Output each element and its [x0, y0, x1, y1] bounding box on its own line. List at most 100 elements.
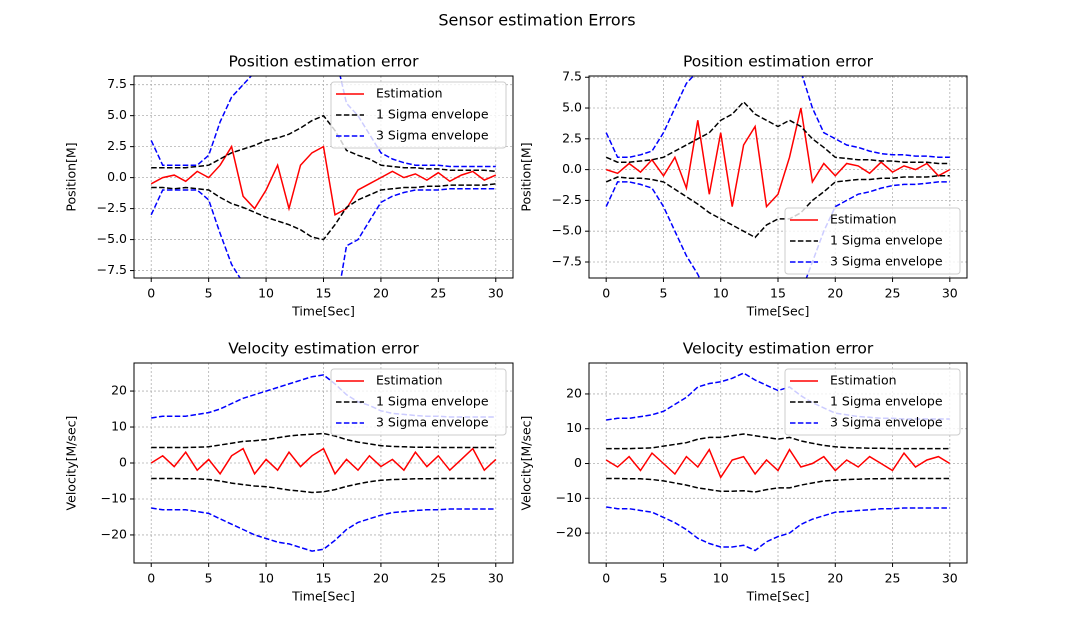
x-tick-label: 0 — [602, 571, 610, 586]
y-tick-label: −2.5 — [97, 200, 127, 215]
x-tick-label: 25 — [885, 286, 901, 301]
series-line — [151, 507, 496, 552]
y-tick-label: −5.0 — [552, 223, 582, 238]
axes-frame — [133, 362, 514, 564]
x-axis-label: Time[Sec] — [746, 304, 810, 319]
y-tick-label: −20 — [556, 525, 582, 540]
series-line — [150, 447, 497, 476]
x-tick-label: 5 — [659, 571, 667, 586]
legend-label: Estimation — [376, 373, 443, 388]
legend-label: 3 Sigma envelope — [830, 415, 943, 430]
axes-frame — [133, 75, 514, 279]
legend-label: 3 Sigma envelope — [376, 415, 489, 430]
legend-box — [784, 368, 961, 436]
series-line — [151, 432, 496, 449]
legend-label: Estimation — [376, 86, 443, 101]
x-tick-label: 15 — [770, 286, 786, 301]
x-tick-label: 20 — [827, 286, 843, 301]
x-tick-label: 25 — [885, 571, 901, 586]
series-line — [606, 506, 950, 552]
x-tick-label: 20 — [827, 571, 843, 586]
y-tick-label: 7.5 — [562, 69, 582, 84]
chart-title: Velocity estimation error — [683, 340, 874, 358]
series-line — [605, 100, 950, 165]
legend-label: 1 Sigma envelope — [376, 107, 489, 122]
x-axis-label: Time[Sec] — [291, 304, 355, 319]
legend-label: 1 Sigma envelope — [830, 394, 943, 409]
x-tick-label: 0 — [147, 286, 155, 301]
y-tick-label: 20 — [111, 383, 127, 398]
series-line — [606, 477, 950, 493]
y-tick-label: 7.5 — [107, 76, 127, 91]
y-tick-label: 0.0 — [562, 161, 582, 176]
series-line — [150, 76, 496, 168]
x-tick-label: 10 — [713, 286, 729, 301]
x-tick-label: 15 — [316, 286, 332, 301]
plot-lines — [150, 76, 497, 278]
y-tick-label: −10 — [101, 490, 127, 505]
x-tick-label: 30 — [942, 286, 958, 301]
legend-box — [784, 207, 961, 275]
series-line — [605, 175, 950, 239]
x-tick-label: 10 — [258, 286, 274, 301]
x-tick-label: 25 — [430, 571, 446, 586]
x-tick-label: 30 — [488, 571, 504, 586]
y-tick-label: −7.5 — [552, 253, 582, 268]
x-tick-label: 10 — [258, 571, 274, 586]
y-tick-label: −10 — [556, 490, 582, 505]
legend-box — [330, 368, 507, 436]
series-line — [605, 448, 951, 479]
y-tick-label: 10 — [566, 420, 582, 435]
axes-frame — [588, 75, 968, 279]
x-tick-label: 10 — [713, 571, 729, 586]
y-axis-label: Velocity[M/sec] — [64, 416, 79, 511]
y-axis-label: Velocity[M/sec] — [519, 416, 534, 511]
y-tick-label: 0 — [574, 455, 582, 470]
series-line — [150, 188, 496, 278]
legend-label: 1 Sigma envelope — [376, 394, 489, 409]
x-tick-label: 5 — [205, 571, 213, 586]
x-tick-label: 30 — [942, 571, 958, 586]
y-tick-label: 20 — [566, 385, 582, 400]
legend-label: 3 Sigma envelope — [376, 128, 489, 143]
y-tick-label: 5.0 — [562, 100, 582, 115]
y-tick-label: −20 — [101, 526, 127, 541]
x-tick-label: 15 — [770, 571, 786, 586]
series-line — [150, 144, 497, 216]
series-line — [605, 76, 950, 159]
x-tick-label: 5 — [205, 286, 213, 301]
series-line — [151, 183, 496, 241]
axes-frame — [588, 362, 968, 564]
y-axis-label: Position[M] — [519, 142, 534, 211]
x-tick-label: 25 — [430, 286, 446, 301]
x-tick-label: 0 — [147, 571, 155, 586]
series-line — [151, 477, 496, 494]
x-axis-label: Time[Sec] — [291, 589, 355, 604]
x-tick-label: 20 — [373, 571, 389, 586]
y-tick-label: 2.5 — [562, 130, 582, 145]
x-tick-label: 30 — [488, 286, 504, 301]
series-line — [606, 433, 950, 450]
chart-title: Position estimation error — [683, 53, 874, 71]
y-tick-label: 5.0 — [107, 107, 127, 122]
legend-label: 3 Sigma envelope — [830, 254, 943, 269]
x-axis-label: Time[Sec] — [746, 589, 810, 604]
series-line — [151, 114, 496, 173]
legend-box — [330, 81, 507, 149]
y-tick-label: −7.5 — [97, 262, 127, 277]
y-tick-label: 10 — [111, 419, 127, 434]
x-tick-label: 15 — [316, 571, 332, 586]
chart-title: Position estimation error — [228, 53, 419, 71]
y-tick-label: 2.5 — [107, 138, 127, 153]
series-line — [605, 107, 951, 209]
legend-label: Estimation — [830, 373, 897, 388]
legend-label: Estimation — [830, 212, 897, 227]
y-tick-label: −2.5 — [552, 192, 582, 207]
figure-title: Sensor estimation Errors — [438, 11, 635, 30]
x-tick-label: 5 — [659, 286, 667, 301]
y-tick-label: −5.0 — [97, 231, 127, 246]
y-tick-label: 0 — [119, 455, 127, 470]
y-axis-label: Position[M] — [64, 142, 79, 211]
legend-label: 1 Sigma envelope — [830, 233, 943, 248]
